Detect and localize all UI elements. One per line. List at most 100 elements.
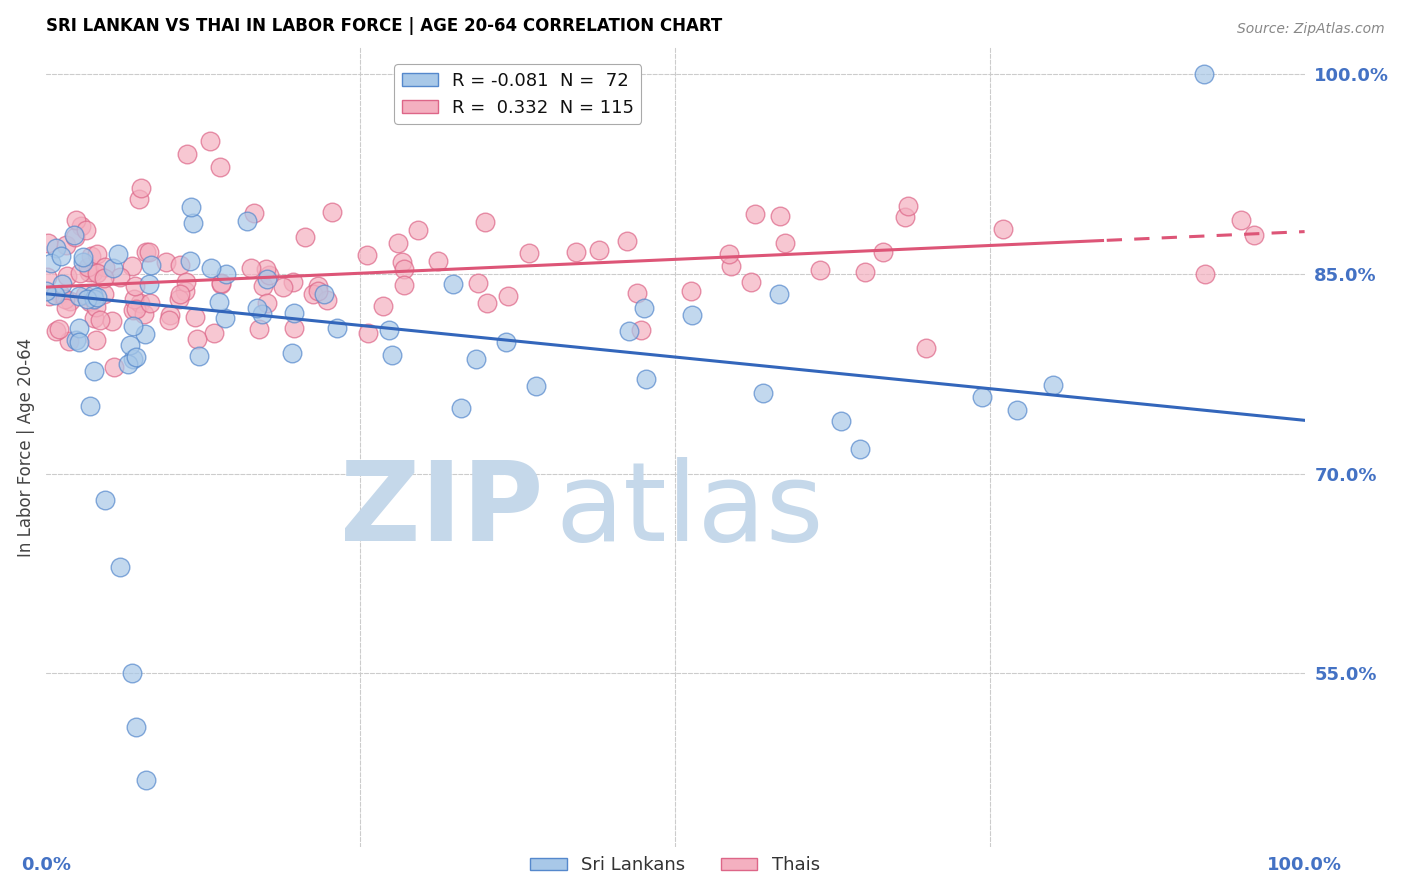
Point	[55, 238, 77, 252]
Point	[35, 285, 58, 299]
Point	[55, 301, 77, 315]
Point	[45, 241, 67, 255]
Point	[993, 222, 1015, 236]
Point	[169, 258, 191, 272]
Point	[72, 255, 94, 269]
Y-axis label: In Labor Force | Age 20-64: In Labor Force | Age 20-64	[17, 337, 35, 557]
Point	[1042, 377, 1064, 392]
Point	[239, 261, 262, 276]
Point	[83, 364, 105, 378]
Point	[252, 278, 274, 293]
Point	[283, 306, 305, 320]
Point	[186, 331, 208, 345]
Point	[107, 247, 129, 261]
Point	[79, 399, 101, 413]
Point	[117, 357, 139, 371]
Point	[441, 277, 464, 291]
Point	[744, 206, 766, 220]
Point	[373, 300, 395, 314]
Text: Source: ZipAtlas.com: Source: ZipAtlas.com	[1237, 22, 1385, 37]
Point	[564, 244, 586, 259]
Point	[524, 379, 547, 393]
Point	[39, 256, 62, 270]
Point	[174, 275, 197, 289]
Point	[93, 260, 115, 275]
Point	[853, 265, 876, 279]
Point	[626, 286, 648, 301]
Point	[378, 323, 401, 337]
Point	[257, 268, 280, 283]
Point	[125, 350, 148, 364]
Point	[634, 372, 657, 386]
Point	[35, 269, 58, 284]
Point	[188, 349, 211, 363]
Point	[134, 327, 156, 342]
Point	[894, 210, 917, 224]
Point	[80, 249, 103, 263]
Point	[129, 181, 152, 195]
Point	[679, 284, 702, 298]
Point	[200, 260, 222, 275]
Point	[108, 559, 131, 574]
Point	[44, 288, 66, 302]
Point	[83, 311, 105, 326]
Point	[173, 284, 195, 298]
Point	[209, 276, 232, 290]
Point	[101, 261, 124, 276]
Point	[256, 296, 278, 310]
Point	[122, 318, 145, 333]
Point	[283, 321, 305, 335]
Point	[121, 666, 143, 681]
Point	[315, 293, 337, 307]
Point	[209, 277, 232, 291]
Point	[242, 206, 264, 220]
Point	[51, 277, 73, 291]
Point	[312, 287, 335, 301]
Point	[808, 263, 831, 277]
Point	[387, 236, 409, 251]
Point	[89, 313, 111, 327]
Point	[588, 243, 610, 257]
Point	[45, 324, 67, 338]
Point	[179, 254, 201, 268]
Point	[176, 147, 198, 161]
Legend: Sri Lankans, Thais: Sri Lankans, Thais	[523, 849, 827, 881]
Point	[250, 307, 273, 321]
Point	[970, 390, 993, 404]
Point	[246, 301, 269, 315]
Text: SRI LANKAN VS THAI IN LABOR FORCE | AGE 20-64 CORRELATION CHART: SRI LANKAN VS THAI IN LABOR FORCE | AGE …	[46, 17, 723, 35]
Text: ZIP: ZIP	[340, 458, 543, 565]
Point	[200, 134, 222, 148]
Point	[63, 227, 86, 242]
Point	[69, 219, 91, 234]
Point	[208, 160, 231, 174]
Point	[475, 295, 498, 310]
Point	[202, 326, 225, 341]
Point	[496, 289, 519, 303]
Point	[63, 230, 86, 244]
Point	[617, 324, 640, 338]
Point	[167, 292, 190, 306]
Point	[281, 346, 304, 360]
Point	[467, 277, 489, 291]
Point	[1194, 267, 1216, 281]
Point	[325, 321, 347, 335]
Point	[135, 772, 157, 787]
Point	[83, 292, 105, 306]
Point	[914, 341, 936, 355]
Point	[59, 293, 82, 308]
Point	[67, 289, 90, 303]
Point	[630, 323, 652, 337]
Point	[53, 292, 76, 306]
Point	[256, 272, 278, 286]
Point	[84, 333, 107, 347]
Point	[897, 199, 920, 213]
Point	[121, 259, 143, 273]
Point	[82, 288, 104, 302]
Point	[321, 205, 343, 219]
Point	[1007, 403, 1029, 417]
Point	[302, 287, 325, 301]
Point	[82, 264, 104, 278]
Point	[773, 236, 796, 251]
Point	[517, 246, 540, 260]
